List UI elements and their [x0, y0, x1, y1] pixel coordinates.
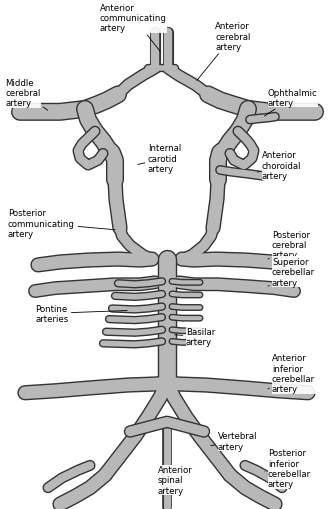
Text: Pontine
arteries: Pontine arteries	[35, 304, 127, 323]
Text: Ophthalmic
artery: Ophthalmic artery	[264, 89, 318, 117]
Text: Posterior
inferior
cerebellar
artery: Posterior inferior cerebellar artery	[265, 448, 311, 489]
Text: Basilar
artery: Basilar artery	[175, 327, 215, 347]
Text: Middle
cerebral
artery: Middle cerebral artery	[5, 78, 48, 111]
Text: Posterior
cerebral
artery: Posterior cerebral artery	[268, 230, 310, 260]
Text: Anterior
communicating
artery: Anterior communicating artery	[100, 4, 167, 52]
Text: Superior
cerebellar
artery: Superior cerebellar artery	[268, 257, 315, 287]
Text: Internal
carotid
artery: Internal carotid artery	[138, 144, 181, 174]
Text: Anterior
spinal
artery: Anterior spinal artery	[158, 465, 193, 495]
Text: Anterior
inferior
cerebellar
artery: Anterior inferior cerebellar artery	[268, 354, 315, 393]
Text: Vertebral
artery: Vertebral artery	[211, 432, 258, 451]
Text: Anterior
choroidal
artery: Anterior choroidal artery	[258, 151, 302, 181]
Text: Posterior
communicating
artery: Posterior communicating artery	[8, 209, 115, 239]
Text: Anterior
cerebral
artery: Anterior cerebral artery	[197, 22, 250, 81]
